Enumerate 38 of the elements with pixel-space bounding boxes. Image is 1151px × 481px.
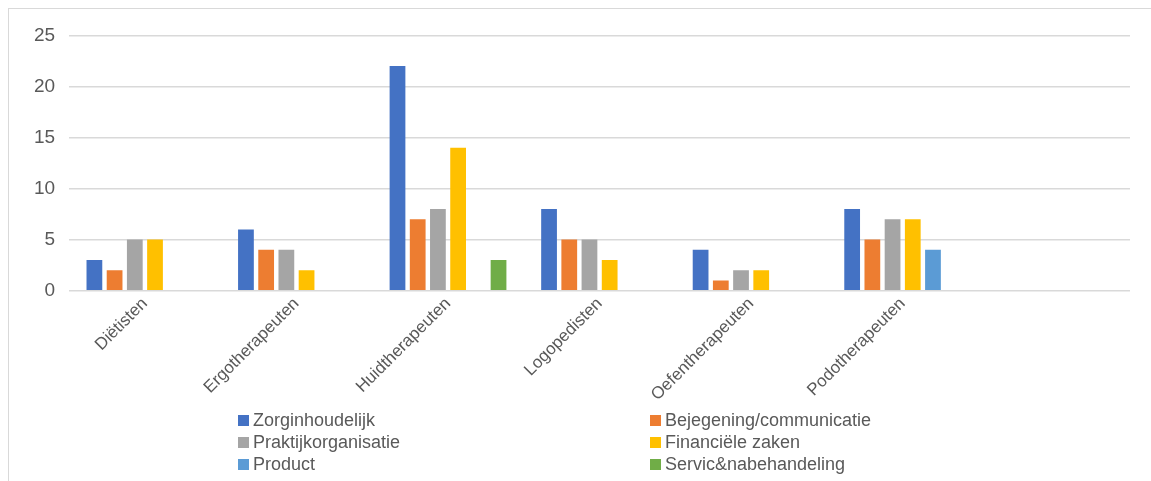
bar	[490, 260, 507, 290]
y-tick-label: 20	[33, 74, 56, 96]
y-tick-label: 15	[33, 125, 56, 147]
bar	[450, 147, 466, 290]
y-tick-label: 0	[44, 278, 56, 300]
bar	[904, 219, 921, 290]
bar	[601, 260, 618, 290]
bar	[712, 280, 729, 290]
bar	[925, 249, 941, 290]
bar	[692, 249, 709, 290]
bar	[753, 270, 770, 290]
bar	[106, 270, 123, 290]
y-tick-label: 5	[44, 227, 56, 249]
bar	[238, 229, 254, 290]
legend-label: Financiële zaken	[664, 432, 802, 453]
bar	[278, 249, 295, 290]
bar	[733, 270, 749, 290]
legend-label: Product	[252, 454, 317, 475]
bar	[409, 219, 426, 290]
legend-label: Zorginhoudelijk	[252, 410, 377, 431]
bar	[844, 208, 861, 290]
y-tick-label: 25	[33, 23, 56, 45]
bar	[561, 239, 578, 290]
y-tick-label: 10	[33, 176, 56, 198]
legend-label: Praktijkorganisatie	[252, 432, 402, 453]
bar	[430, 208, 446, 290]
bar	[86, 260, 103, 290]
bar	[258, 249, 275, 290]
legend-label: Servic&nabehandeling	[664, 454, 847, 475]
bar	[884, 219, 901, 290]
bar	[389, 66, 406, 290]
legend-label: Bejegening/communicatie	[664, 410, 873, 431]
bar	[864, 239, 881, 290]
bar	[147, 239, 163, 290]
bar	[126, 239, 143, 290]
bar	[581, 239, 598, 290]
bar	[541, 208, 557, 290]
bar	[298, 270, 315, 290]
